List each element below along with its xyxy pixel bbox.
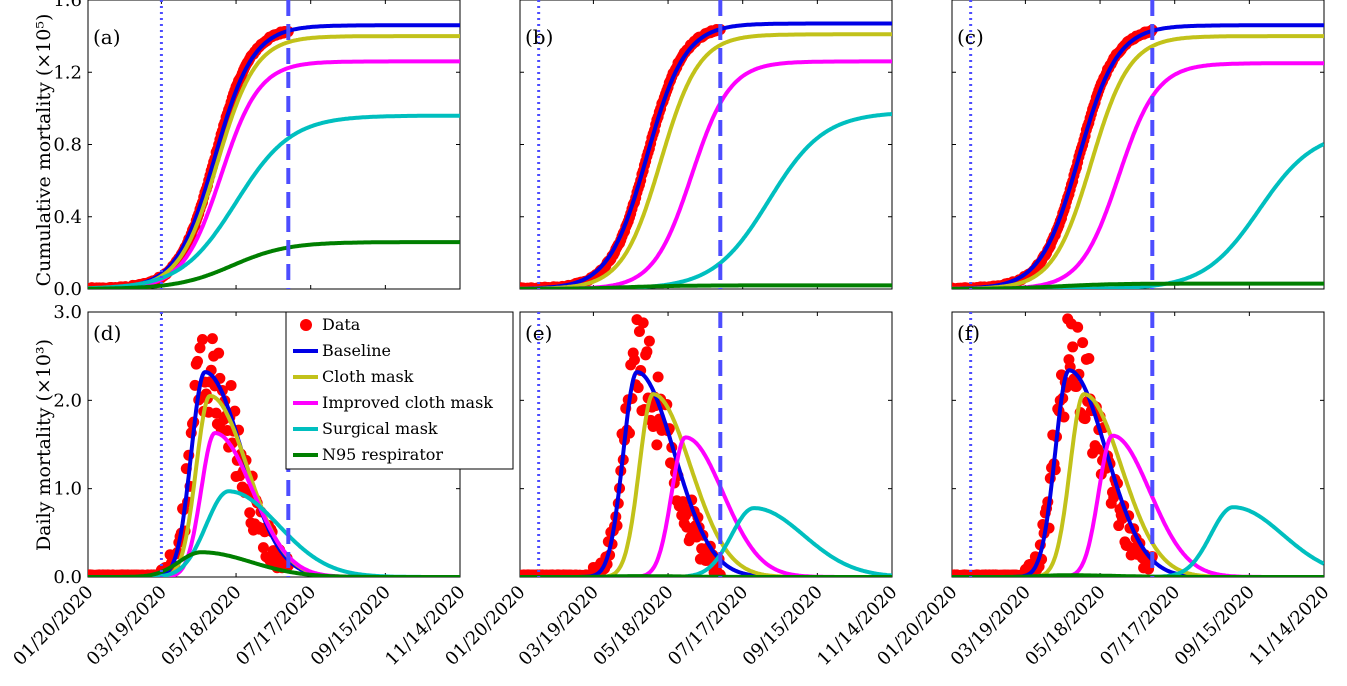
data-point — [1070, 381, 1082, 393]
plot-area — [88, 333, 460, 577]
data-point — [196, 334, 208, 346]
data-point — [1079, 413, 1091, 425]
series-line-surgical-mask — [952, 142, 1324, 289]
plot-area — [520, 21, 892, 289]
series-line-surgical-mask — [520, 112, 892, 289]
data-point — [643, 335, 655, 347]
panel-label: (e) — [525, 321, 552, 345]
data-point — [637, 317, 649, 329]
y-tick-label: 1.6 — [53, 0, 82, 11]
panel-label: (b) — [525, 25, 553, 49]
legend-label: Baseline — [322, 341, 391, 360]
panel-label: (a) — [93, 25, 121, 49]
data-point — [244, 507, 256, 519]
data-point — [647, 420, 659, 432]
axes-box — [87, 0, 461, 290]
y-tick-label: 1.2 — [53, 62, 82, 83]
series-line-n95-respirator — [520, 574, 892, 577]
y-tick-label: 0.4 — [53, 207, 82, 228]
data-point — [1077, 337, 1089, 349]
legend-marker-data — [300, 319, 312, 331]
panel-a: 0.0 0.4 0.8 1.2 1.6 (a) — [53, 0, 461, 300]
panel-label: (f) — [957, 321, 980, 345]
data-point — [1072, 321, 1084, 333]
y-tick-label: 3.0 — [53, 302, 82, 323]
data-point — [633, 326, 645, 337]
data-point — [652, 371, 664, 383]
plot-area — [952, 23, 1324, 289]
data-point — [210, 407, 222, 419]
plot-area — [520, 314, 892, 577]
y-tick-label: 0.0 — [53, 567, 82, 588]
series-line-improved-cloth-mask — [88, 59, 460, 289]
data-point — [1108, 491, 1120, 503]
series-line-cloth-mask — [952, 34, 1324, 289]
data-point — [651, 439, 663, 451]
series-line-improved-cloth-mask — [520, 59, 892, 289]
y-tick-label: 2.0 — [53, 390, 82, 411]
y-axis-label-cumulative: Cumulative mortality (×10⁵) — [33, 14, 55, 287]
series-line-n95-respirator — [88, 240, 460, 289]
series-line-improved-cloth-mask — [88, 431, 460, 577]
panel-b: (b) — [519, 0, 893, 290]
data-point — [641, 346, 653, 358]
panel-c: (c) — [951, 0, 1325, 290]
data-point — [632, 382, 644, 394]
series-line-baseline — [520, 21, 892, 289]
series-line-n95-respirator — [952, 281, 1324, 289]
data-point — [191, 355, 203, 367]
data-point — [206, 333, 218, 345]
series-line-cloth-mask — [520, 392, 892, 577]
legend-label: Cloth mask — [322, 367, 414, 386]
data-point — [213, 347, 225, 359]
plot-area — [88, 23, 460, 289]
x-tick-label: 11/14/2020 — [1245, 582, 1333, 670]
series-line-n95-respirator — [520, 283, 892, 289]
data-point — [257, 542, 269, 554]
series-line-improved-cloth-mask — [952, 61, 1324, 289]
series-line-n95-respirator — [88, 550, 460, 577]
data-point — [194, 342, 206, 354]
series-line-surgical-mask — [88, 113, 460, 289]
data-point — [225, 379, 237, 391]
y-tick-label: 0.8 — [53, 135, 82, 156]
legend-label: Improved cloth mask — [322, 393, 493, 412]
panel-label: (d) — [93, 321, 121, 345]
plot-area — [952, 313, 1324, 577]
legend: Data Baseline Cloth mask Improved cloth mas… — [285, 311, 514, 470]
data-point — [628, 354, 640, 366]
data-point — [677, 496, 689, 508]
legend-box — [285, 311, 514, 470]
series-line-improved-cloth-mask — [952, 433, 1324, 577]
data-point — [1083, 352, 1095, 364]
legend-label: Data — [322, 315, 361, 334]
data-point — [714, 569, 726, 577]
series-line-cloth-mask — [520, 32, 892, 289]
legend-label: Surgical mask — [322, 419, 438, 438]
axes-box — [951, 0, 1325, 290]
data-point — [1067, 341, 1079, 353]
y-tick-label: 1.0 — [53, 479, 82, 500]
axes-box — [519, 0, 893, 290]
series-line-baseline — [952, 23, 1324, 289]
legend-label: N95 respirator — [322, 445, 443, 464]
panel-f: 01/20/202003/19/202005/18/202007/17/2020… — [873, 311, 1334, 670]
panel-label: (c) — [957, 25, 984, 49]
series-line-n95-respirator — [952, 573, 1324, 577]
y-tick-label: 0.0 — [53, 279, 82, 300]
series-line-surgical-mask — [520, 506, 892, 577]
series-line-cloth-mask — [952, 392, 1324, 577]
y-axis-label-daily: Daily mortality (×10³) — [33, 339, 55, 551]
series-line-surgical-mask — [952, 505, 1324, 577]
